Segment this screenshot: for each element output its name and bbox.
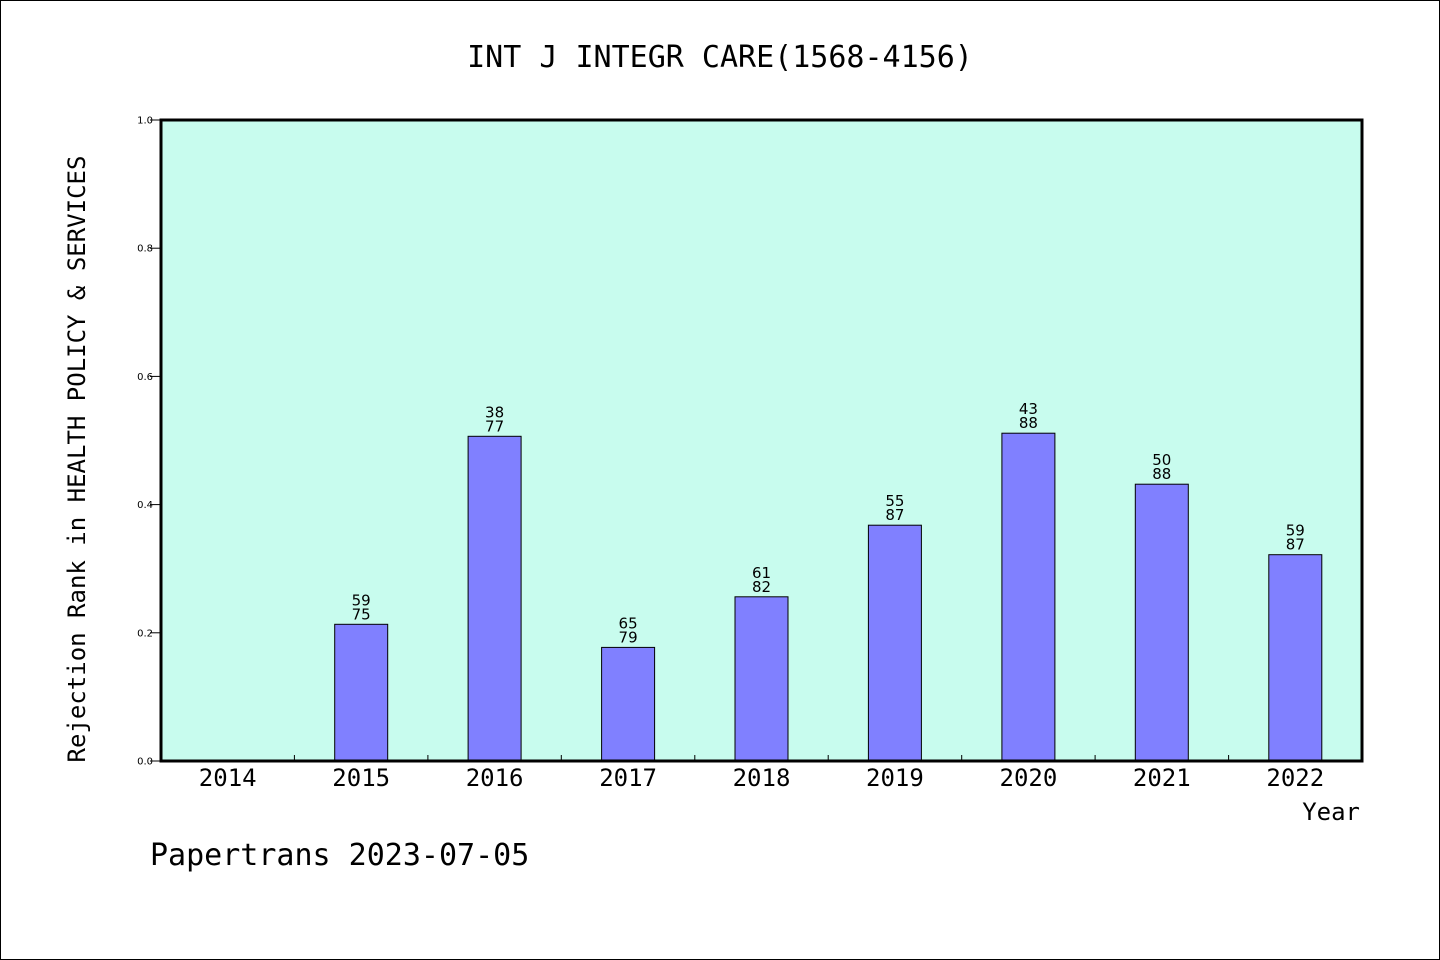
bar-label-top-2019: 55 xyxy=(885,492,904,510)
bar-label-top-2022: 59 xyxy=(1286,522,1305,540)
bar-label-top-2020: 43 xyxy=(1019,400,1038,418)
bar-2021 xyxy=(1134,483,1189,762)
bar-2019 xyxy=(867,524,922,762)
x-tick-label-2021: 2021 xyxy=(1133,764,1191,792)
bar-label-bottom-2017: 79 xyxy=(619,628,638,646)
x-tick-label-2018: 2018 xyxy=(733,764,791,792)
x-tick-label-2020: 2020 xyxy=(1000,764,1058,792)
y-tick-label-0.2: 0.2 xyxy=(137,628,153,639)
y-tick-label-0.0: 0.0 xyxy=(137,757,153,768)
x-tick-label-2022: 2022 xyxy=(1266,764,1324,792)
y-axis-label: Rejection Rank in HEALTH POLICY & SERVIC… xyxy=(63,156,91,763)
bar-label-top-2015: 59 xyxy=(352,591,371,609)
x-axis: 2014 2015 2016 2017 2018 2019 2020 2021 2022 xyxy=(199,755,1324,792)
y-tick-label-1.0: 1.0 xyxy=(137,116,153,127)
bar-label-top-2017: 65 xyxy=(619,614,638,632)
x-tick-label-2017: 2017 xyxy=(599,764,657,792)
bar-2020 xyxy=(1001,432,1056,762)
bar-2018 xyxy=(734,596,789,762)
bar-2016 xyxy=(467,435,522,762)
bar-label-top-2016: 38 xyxy=(485,403,504,421)
bar-2017 xyxy=(601,646,656,762)
x-tick-label-2016: 2016 xyxy=(466,764,524,792)
bar-label-bottom-2021: 88 xyxy=(1152,465,1171,483)
y-tick-label-0.4: 0.4 xyxy=(137,500,153,511)
bar-label-bottom-2016: 77 xyxy=(485,417,504,435)
bar-2022 xyxy=(1268,554,1323,762)
x-tick-label-2019: 2019 xyxy=(866,764,924,792)
bars-layer xyxy=(334,432,1323,762)
chart-title: INT J INTEGR CARE(1568-4156) xyxy=(467,40,973,75)
bar-2015 xyxy=(334,623,389,762)
bar-label-top-2021: 50 xyxy=(1152,451,1171,469)
bar-label-bottom-2015: 75 xyxy=(352,605,371,623)
x-tick-label-2015: 2015 xyxy=(332,764,390,792)
y-tick-label-0.6: 0.6 xyxy=(137,372,153,383)
plot-frame xyxy=(159,118,1364,763)
bar-label-bottom-2019: 87 xyxy=(885,506,904,524)
bar-label-bottom-2022: 87 xyxy=(1286,536,1305,554)
bar-label-bottom-2018: 82 xyxy=(752,578,771,596)
x-tick-label-2014: 2014 xyxy=(199,764,257,792)
footer-credit: Papertrans 2023-07-05 xyxy=(150,838,529,873)
bar-label-bottom-2020: 88 xyxy=(1019,414,1038,432)
y-tick-label-0.8: 0.8 xyxy=(137,244,153,255)
y-axis: 0.0 0.2 0.4 0.6 0.8 1.0 xyxy=(137,116,161,768)
x-axis-label: Year xyxy=(1302,798,1360,826)
bar-label-top-2018: 61 xyxy=(752,564,771,582)
